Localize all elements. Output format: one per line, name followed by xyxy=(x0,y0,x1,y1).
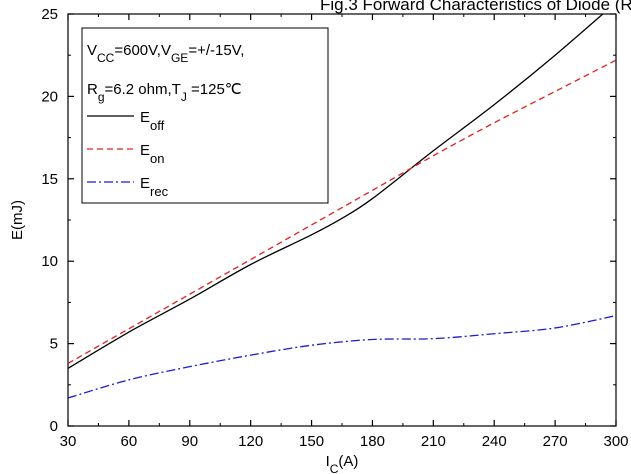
x-axis-label-symbol: I xyxy=(326,453,330,470)
series-line-off xyxy=(68,14,604,369)
axis-ticks: 30 60 90 120 150 180 210 240 270 300 0 5 10 15 20 25 xyxy=(41,6,628,450)
vge-symbol: V xyxy=(161,42,171,59)
x-tick-label: 60 xyxy=(121,433,138,450)
legend-label-symbol: E xyxy=(140,142,150,159)
x-tick-label: 210 xyxy=(421,433,446,450)
y-tick-label: 25 xyxy=(41,6,58,23)
legend-label-subscript: on xyxy=(150,151,164,166)
vge-value: =+/-15V, xyxy=(188,42,244,59)
x-tick-label: 120 xyxy=(238,433,263,450)
rg-value: =6.2 ohm, xyxy=(105,81,172,98)
vge-subscript: GE xyxy=(171,51,188,65)
legend-label-subscript: off xyxy=(150,118,165,133)
x-axis-label: IC(A) xyxy=(326,453,359,474)
legend-label-on: Eon xyxy=(140,142,164,166)
y-tick-label: 10 xyxy=(41,253,58,270)
x-tick-label: 270 xyxy=(543,433,568,450)
x-tick-label: 300 xyxy=(603,433,628,450)
legend-label-symbol: E xyxy=(140,109,150,126)
tj-value: =125℃ xyxy=(187,81,242,98)
y-tick-label: 5 xyxy=(50,336,58,353)
vcc-subscript: CC xyxy=(97,51,115,65)
vcc-symbol: V xyxy=(87,42,97,59)
series-group xyxy=(68,14,616,399)
y-tick-label: 20 xyxy=(41,88,58,105)
x-axis-label-unit: (A) xyxy=(338,453,358,470)
legend-label-off: Eoff xyxy=(140,109,165,133)
x-tick-label: 30 xyxy=(60,433,77,450)
legend-label-rec: Erec xyxy=(140,175,169,199)
x-tick-label: 90 xyxy=(181,433,198,450)
y-tick-label: 0 xyxy=(50,418,58,435)
legend: VCC=600V,VGE=+/-15V, Rg=6.2 ohm,TJ =125℃… xyxy=(81,27,329,204)
vcc-value: =600V, xyxy=(114,42,161,59)
x-tick-label: 180 xyxy=(360,433,385,450)
y-tick-label: 15 xyxy=(41,171,58,188)
tj-symbol: T xyxy=(172,81,181,98)
x-tick-label: 150 xyxy=(299,433,324,450)
series-line-on xyxy=(68,59,616,364)
chart-title: Fig.3 Forward Characteristics of Diode (… xyxy=(320,0,631,14)
plot-area: 30 60 90 120 150 180 210 240 270 300 0 5 10 15 20 25 xyxy=(41,6,628,450)
y-axis-label: E(mJ) xyxy=(9,200,26,240)
x-axis-label-subscript: C xyxy=(330,462,339,474)
x-tick-label: 240 xyxy=(482,433,507,450)
legend-condition-line-1: VCC=600V,VGE=+/-15V, xyxy=(87,42,244,65)
legend-condition-line-2: Rg=6.2 ohm,TJ =125℃ xyxy=(87,81,242,104)
legend-label-symbol: E xyxy=(140,175,150,192)
rg-symbol: R xyxy=(87,81,98,98)
tj-subscript: J xyxy=(181,90,187,104)
series-line-rec xyxy=(68,314,616,399)
rg-subscript: g xyxy=(98,90,105,104)
legend-label-subscript: rec xyxy=(150,184,169,199)
